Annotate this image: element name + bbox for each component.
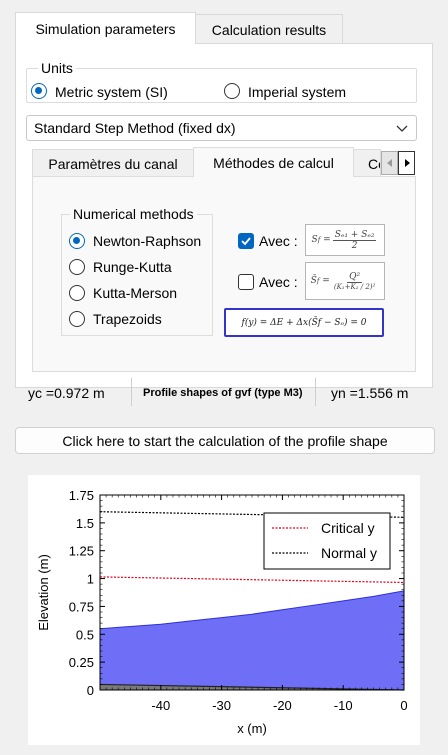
formula2-sub: f [316, 277, 320, 285]
trapezoids-label[interactable]: Trapezoids [93, 311, 162, 327]
avec2-checkbox[interactable] [238, 274, 254, 290]
profile-chart-svg: 0 0.25 0.5 0.75 1 1.25 1.5 1.75 -40 -30 -20 -10 0 x (… [36, 488, 408, 736]
units-group [26, 68, 417, 103]
x-axis-label: x (m) [237, 721, 267, 736]
newton-raphson-radio[interactable] [69, 233, 85, 249]
y-tick-label: 1.25 [69, 544, 94, 559]
formula1-sub: f [317, 236, 321, 244]
y-tick-label: 0.5 [76, 627, 94, 642]
check-icon [241, 237, 251, 246]
runge-kutta-radio[interactable] [69, 259, 85, 275]
numerical-methods-title: Numerical methods [70, 206, 197, 222]
profile-chart: 0 0.25 0.5 0.75 1 1.25 1.5 1.75 -40 -30 -20 -10 0 x (… [28, 475, 420, 745]
formula2-num: Q² [347, 271, 363, 283]
newton-raphson-label[interactable]: Newton-Raphson [93, 233, 202, 249]
legend-normal-label: Normal y [321, 545, 377, 561]
y-axis-label: Elevation (m) [36, 554, 51, 631]
yc-value: yc =0.972 m [28, 385, 105, 401]
trapezoids-radio[interactable] [69, 311, 85, 327]
tab-third-truncated[interactable]: Co [353, 149, 381, 177]
runge-kutta-label[interactable]: Runge-Kutta [93, 259, 172, 275]
water-area [100, 590, 404, 690]
tab-scroll-right-button[interactable] [398, 151, 415, 175]
formula1-den: 2 [351, 240, 358, 251]
tab-calculation-results[interactable]: Calculation results [195, 14, 343, 44]
y-tick-label: 0.25 [69, 655, 94, 670]
formula2-lhs: S̄ [310, 276, 317, 286]
water-surface-line [99, 590, 405, 630]
tab-scroll-left-button[interactable] [381, 151, 398, 175]
units-title: Units [38, 60, 76, 76]
profile-shape-label: Profile shapes of gvf (type M3) [143, 387, 303, 399]
avec2-label[interactable]: Avec : [259, 274, 298, 290]
kutta-merson-radio[interactable] [69, 285, 85, 301]
chevron-right-icon [404, 159, 410, 167]
y-tick-label: 0 [87, 683, 94, 698]
legend-box [263, 512, 391, 570]
formula2-den: (K₁+K₂ / 2)² [333, 282, 376, 291]
status-separator-2 [315, 378, 316, 406]
metric-radio[interactable] [31, 83, 47, 99]
method-select-value: Standard Step Method (fixed dx) [34, 120, 236, 136]
y-tick-label: 1.75 [69, 488, 94, 503]
imperial-label[interactable]: Imperial system [248, 84, 347, 100]
formula1-num: Sₑ₁ + Sₑ₂ [332, 229, 377, 241]
critical-depth-line [99, 576, 405, 584]
x-tick-label: -20 [273, 698, 292, 713]
tab-calculation-methods[interactable]: Méthodes de calcul [193, 147, 354, 177]
kutta-merson-label[interactable]: Kutta-Merson [93, 285, 178, 301]
start-calculation-button[interactable]: Click here to start the calculation of t… [15, 427, 435, 454]
status-separator-1 [131, 378, 132, 406]
formula3-text: f(y) = ΔE + Δx(S̄f − Sₒ) = 0 [241, 317, 367, 328]
avec1-checkbox[interactable] [238, 233, 254, 249]
legend-critical-label: Critical y [321, 520, 375, 536]
metric-label[interactable]: Metric system (SI) [55, 84, 168, 100]
y-tick-label: 1.5 [76, 516, 94, 531]
formula-sf-conveyance: S̄ f = Q² (K₁+K₂ / 2)² [305, 262, 385, 300]
channel-bed-line [99, 683, 405, 691]
x-tick-label: -30 [212, 698, 231, 713]
avec1-label[interactable]: Avec : [259, 233, 298, 249]
formula1-lhs: S [311, 235, 318, 245]
formula-energy-equation: f(y) = ΔE + Δx(S̄f − Sₒ) = 0 [224, 308, 384, 337]
method-select[interactable]: Standard Step Method (fixed dx) [26, 115, 417, 141]
y-tick-label: 0.75 [69, 599, 94, 614]
x-tick-label: -10 [334, 698, 353, 713]
chevron-down-icon [396, 125, 408, 132]
yn-value: yn =1.556 m [331, 385, 409, 401]
imperial-radio[interactable] [224, 83, 240, 99]
x-tick-label: 0 [400, 698, 407, 713]
x-tick-label: -40 [151, 698, 170, 713]
y-tick-label: 1 [87, 572, 94, 587]
tab-simulation-parameters[interactable]: Simulation parameters [15, 12, 196, 44]
tab-canal-parameters[interactable]: Paramètres du canal [32, 149, 194, 177]
chevron-left-icon [386, 159, 392, 167]
